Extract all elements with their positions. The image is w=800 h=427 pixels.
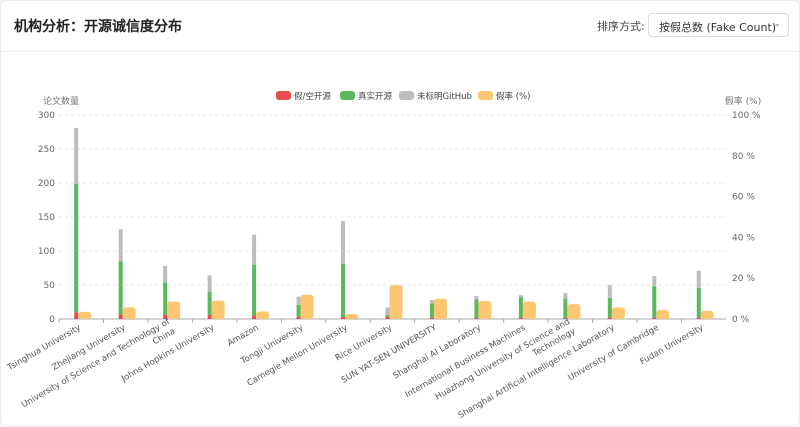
bar-未标明GitHub xyxy=(341,221,346,264)
bar-未标明GitHub xyxy=(607,285,612,298)
bar-未标明GitHub xyxy=(563,293,568,299)
bar-fake-rate xyxy=(122,307,136,319)
bar-真实开源 xyxy=(429,303,434,318)
y-tick-label-left: 200 xyxy=(38,179,55,189)
bar-真实开源 xyxy=(696,287,701,318)
page-title: 机构分析：开源诚信度分布 xyxy=(14,19,182,35)
bar-假/空开源 xyxy=(696,317,701,319)
bar-假/空开源 xyxy=(252,315,257,319)
bar-未标明GitHub xyxy=(118,229,123,262)
legend-label: 假率 (%) xyxy=(496,91,530,102)
bar-fake-rate xyxy=(256,311,270,319)
bar-假/空开源 xyxy=(207,314,212,319)
bar-假/空开源 xyxy=(296,316,301,319)
card-header: 机构分析：开源诚信度分布 排序方式: 按假总数 (Fake Count) ⌄ xyxy=(1,1,799,52)
bar-假/空开源 xyxy=(74,312,79,319)
legend-swatch xyxy=(399,91,414,100)
bar-未标明GitHub xyxy=(296,296,301,305)
bar-假/空开源 xyxy=(385,316,390,319)
bar-假/空开源 xyxy=(429,317,434,319)
bar-fake-rate xyxy=(433,298,447,319)
bar-fake-rate xyxy=(611,307,625,319)
legend-swatch xyxy=(340,91,355,100)
bar-fake-rate xyxy=(478,301,492,319)
y-tick-label-left: 250 xyxy=(38,145,55,155)
bar-未标明GitHub xyxy=(429,299,434,304)
bar-真实开源 xyxy=(652,286,657,318)
bar-真实开源 xyxy=(563,298,568,318)
bar-真实开源 xyxy=(163,282,168,315)
y-tick-label-right: 100 % xyxy=(732,111,761,121)
bar-假/空开源 xyxy=(563,317,568,319)
legend-swatch xyxy=(478,91,493,100)
chevron-down-icon: ⌄ xyxy=(773,19,781,29)
bar-假/空开源 xyxy=(607,317,612,319)
bar-fake-rate xyxy=(389,285,403,319)
bar-未标明GitHub xyxy=(518,295,523,298)
sort-label: 排序方式: xyxy=(597,20,645,33)
bar-fake-rate xyxy=(522,301,536,319)
y-tick-label-right: 20 % xyxy=(732,274,755,284)
bar-假/空开源 xyxy=(163,314,168,319)
bar-真实开源 xyxy=(385,314,390,317)
bar-真实开源 xyxy=(207,291,212,315)
y-tick-label-right: 60 % xyxy=(732,193,755,203)
y-tick-label-left: 150 xyxy=(38,213,55,223)
legend-label: 真实开源 xyxy=(358,91,393,102)
bar-fake-rate xyxy=(567,304,581,319)
y-axis-title-right: 假率 (%) xyxy=(725,95,761,107)
x-tick-label: University of Science and Technology ofC… xyxy=(20,316,178,419)
bar-fake-rate xyxy=(700,310,714,319)
bar-fake-rate xyxy=(300,294,314,319)
bar-fake-rate xyxy=(211,300,225,319)
bar-fake-rate xyxy=(345,314,359,319)
y-tick-label-left: 50 xyxy=(44,281,56,291)
bar-真实开源 xyxy=(252,264,257,316)
y-tick-label-right: 40 % xyxy=(732,233,755,243)
bar-真实开源 xyxy=(518,297,523,318)
y-axis-title-left: 论文数量 xyxy=(43,95,79,107)
bar-未标明GitHub xyxy=(207,275,212,292)
bar-未标明GitHub xyxy=(252,234,257,265)
bar-未标明GitHub xyxy=(385,307,390,315)
bar-真实开源 xyxy=(118,261,123,315)
sort-select[interactable]: 按假总数 (Fake Count) ⌄ xyxy=(648,13,789,37)
legend-label: 未标明GitHub xyxy=(417,91,472,102)
legend-label: 假/空开源 xyxy=(294,91,331,102)
bar-未标明GitHub xyxy=(652,276,657,287)
bar-未标明GitHub xyxy=(74,127,79,184)
y-tick-label-right: 0 % xyxy=(732,315,750,325)
sort-select-value: 按假总数 (Fake Count) xyxy=(659,21,777,34)
legend-swatch xyxy=(276,91,291,100)
bar-假/空开源 xyxy=(518,317,523,319)
bar-fake-rate xyxy=(78,311,92,319)
x-tick-label: Amazon xyxy=(226,323,261,349)
bar-fake-rate xyxy=(167,301,181,319)
bar-真实开源 xyxy=(296,304,301,317)
bar-假/空开源 xyxy=(474,317,479,319)
bar-真实开源 xyxy=(474,299,479,318)
y-tick-label-left: 0 xyxy=(49,315,55,325)
bar-假/空开源 xyxy=(341,316,346,319)
bar-真实开源 xyxy=(341,263,346,317)
bar-未标明GitHub xyxy=(474,295,479,300)
bar-真实开源 xyxy=(74,183,79,313)
bar-未标明GitHub xyxy=(696,270,701,288)
bar-fake-rate xyxy=(656,310,670,319)
y-tick-label-left: 100 xyxy=(38,247,55,257)
bar-假/空开源 xyxy=(652,317,657,319)
y-tick-label-left: 300 xyxy=(38,111,55,121)
bar-假/空开源 xyxy=(118,314,123,319)
y-tick-label-right: 80 % xyxy=(732,152,755,162)
bar-未标明GitHub xyxy=(163,265,168,283)
bar-真实开源 xyxy=(607,297,612,318)
x-tick-label: Tsinghua University xyxy=(5,323,83,374)
